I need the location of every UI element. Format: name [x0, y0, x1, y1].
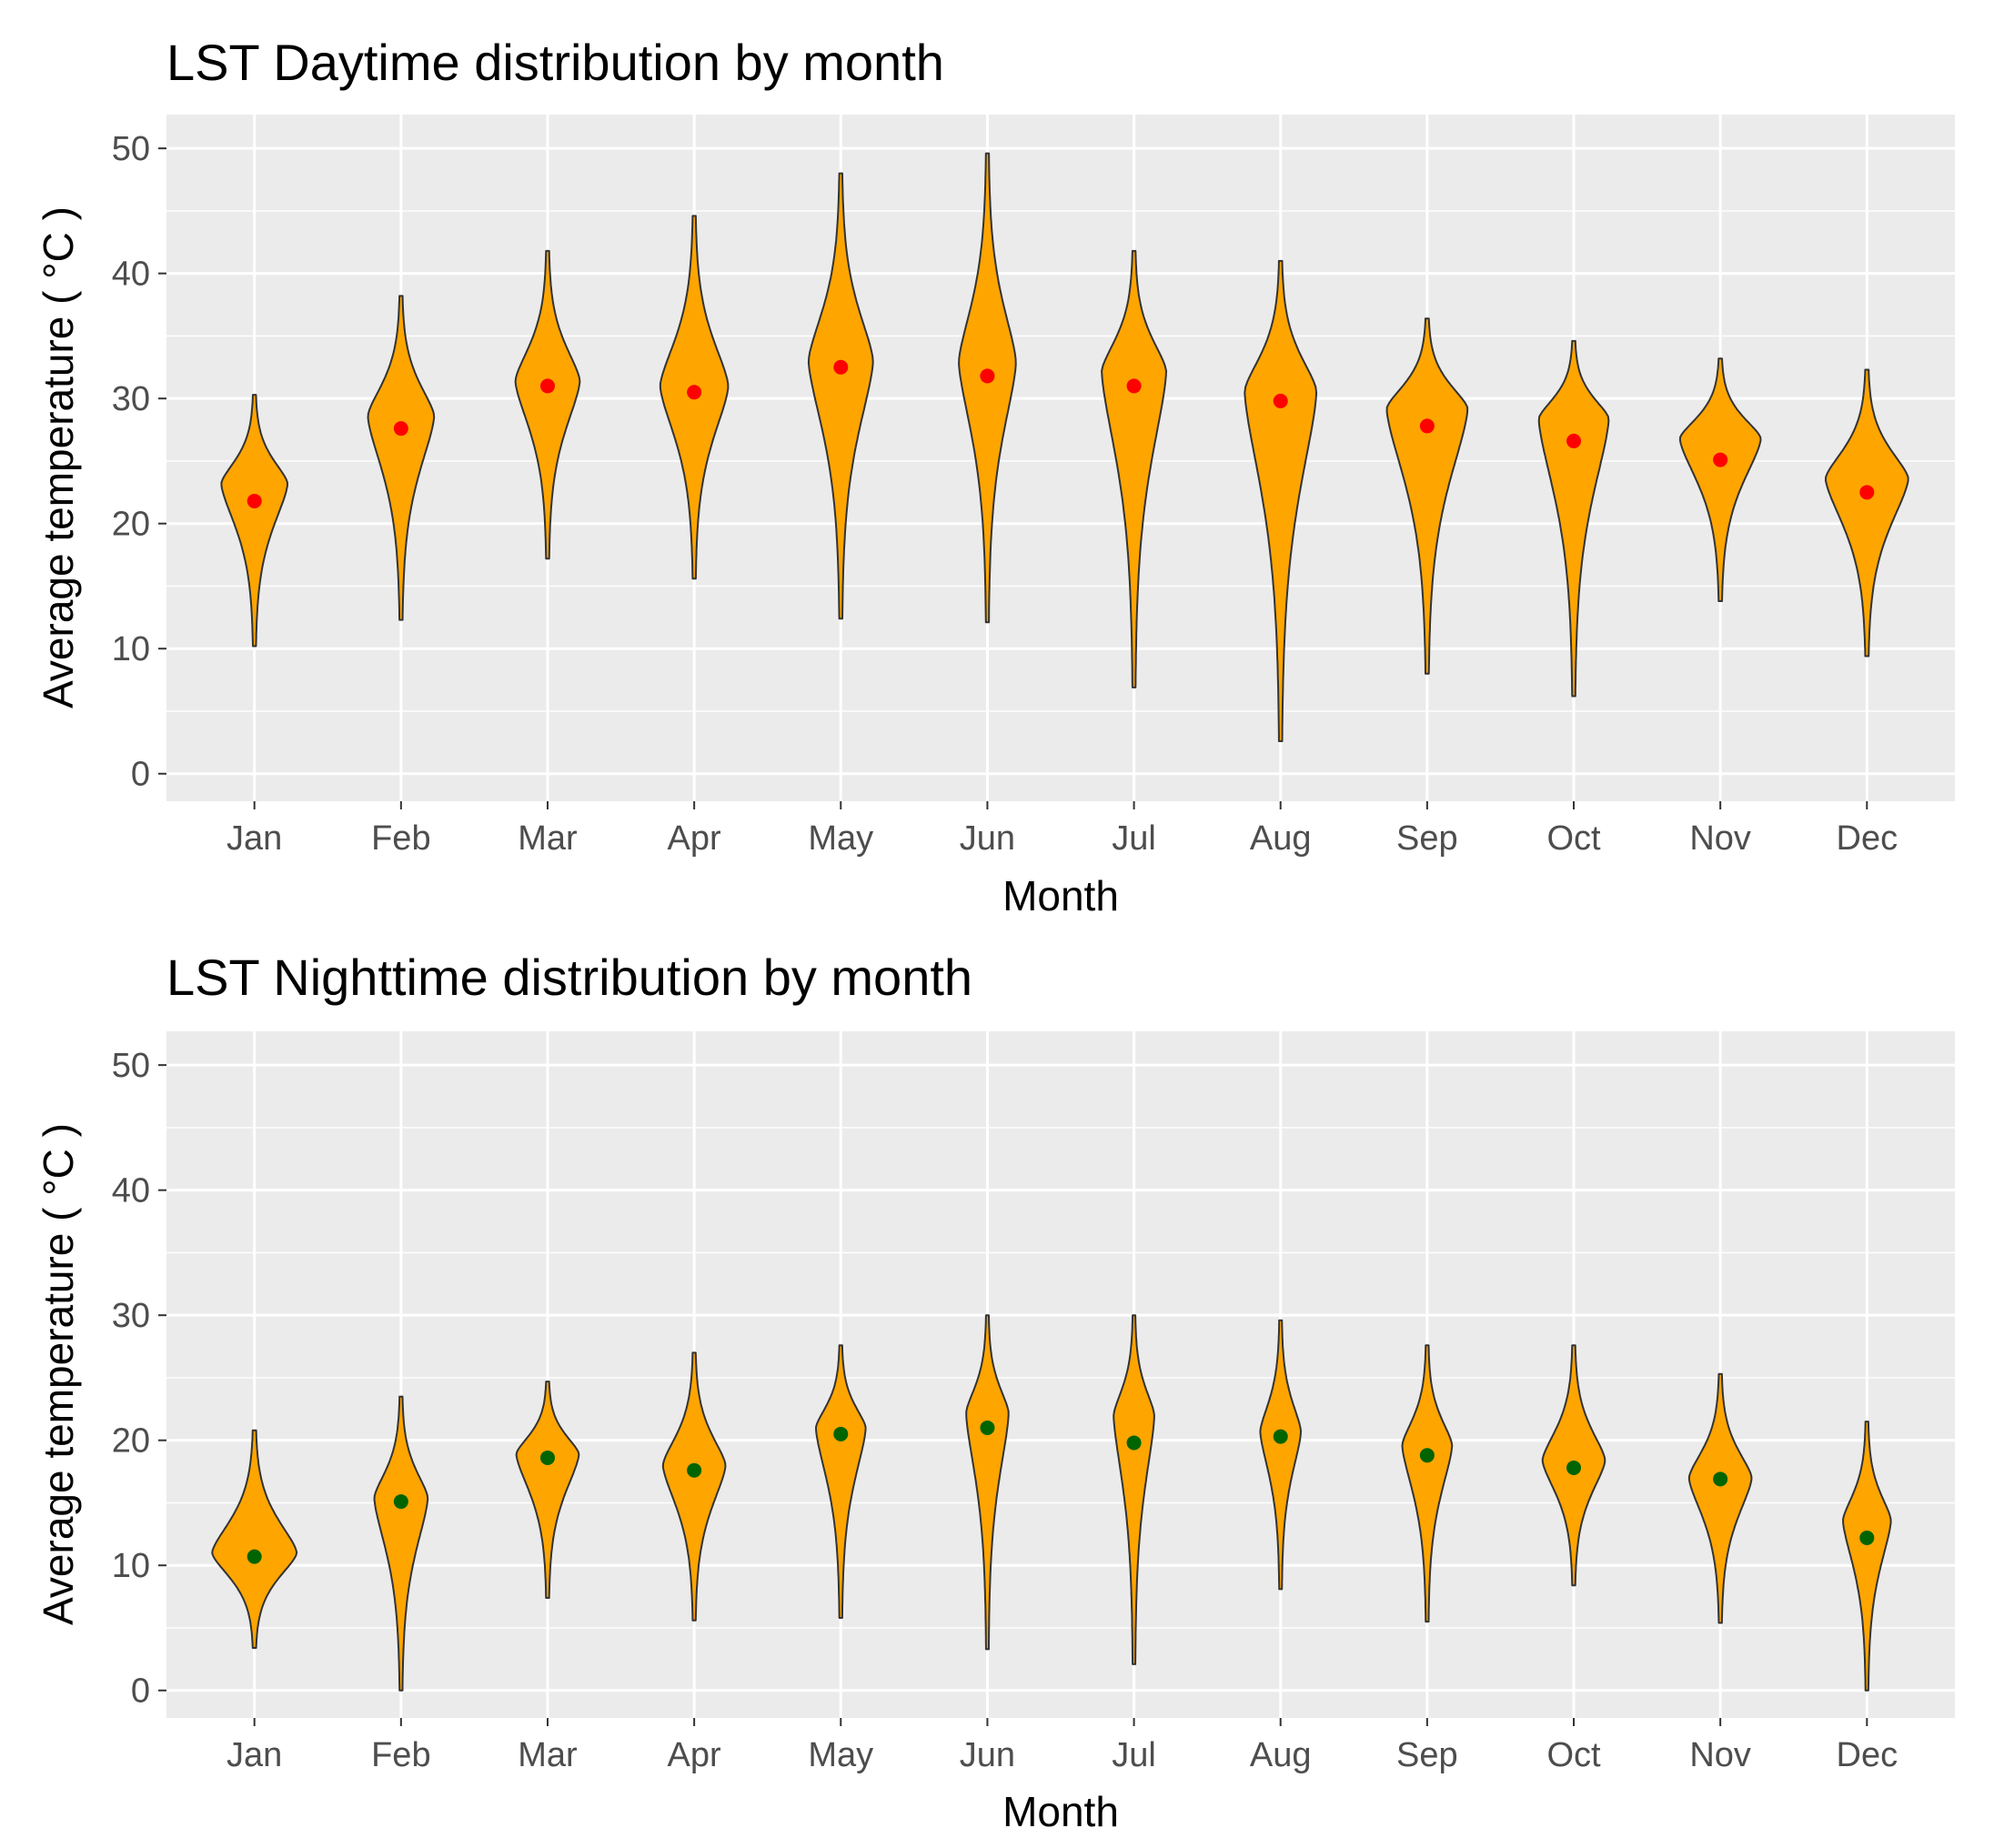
mean-point-jan: [247, 493, 262, 508]
violin-dec: [1842, 1421, 1892, 1692]
x-tick-label: Aug: [1250, 1736, 1312, 1774]
mean-point-feb: [393, 421, 408, 437]
mean-point-apr: [687, 1462, 702, 1478]
mean-point-mar: [539, 1450, 555, 1465]
violin-sep: [1401, 1344, 1454, 1623]
y-tick-label: 30: [112, 380, 150, 418]
daytime-plot-panel: [166, 115, 1955, 801]
daytime-violins: [220, 152, 1909, 742]
y-tick-label: 20: [112, 1422, 150, 1461]
x-tick-label: Sep: [1396, 819, 1458, 858]
violin-jun: [958, 152, 1017, 624]
x-tick-label: Dec: [1837, 819, 1898, 858]
mean-point-nov: [1713, 452, 1728, 467]
nighttime-y-axis-label: Average temperature ( °C ): [35, 1123, 82, 1625]
y-tick-label: 40: [112, 1172, 150, 1210]
y-tick-label: 10: [112, 1547, 150, 1585]
y-tick-label: 50: [112, 130, 150, 168]
x-tick-label: May: [808, 819, 873, 858]
mean-point-may: [833, 1426, 849, 1441]
x-tick-label: Feb: [371, 1736, 430, 1774]
mean-point-aug: [1273, 393, 1288, 408]
violin-apr: [661, 1351, 727, 1622]
x-tick-label: Jan: [227, 1736, 282, 1774]
mean-point-jun: [980, 1420, 995, 1435]
mean-point-mar: [539, 378, 555, 394]
daytime-chart-title: LST Daytime distribution by month: [166, 34, 944, 91]
mean-point-oct: [1566, 433, 1582, 448]
y-tick-label: 10: [112, 630, 150, 668]
x-tick-label: Feb: [371, 819, 430, 858]
violin-jun: [965, 1314, 1010, 1651]
mean-point-feb: [393, 1494, 408, 1510]
daytime-x-axis-label: Month: [1002, 872, 1119, 919]
mean-point-sep: [1419, 1448, 1435, 1463]
violin-aug: [1244, 259, 1318, 742]
x-tick-label: Apr: [668, 819, 721, 858]
mean-point-apr: [687, 385, 702, 400]
mean-point-dec: [1859, 485, 1875, 500]
y-tick-label: 50: [112, 1047, 150, 1085]
violin-jan: [211, 1429, 298, 1649]
x-tick-label: Mar: [518, 1736, 578, 1774]
daytime-y-axis-label: Average temperature ( °C ): [35, 206, 82, 708]
y-tick-label: 40: [112, 256, 150, 294]
violin-dec: [1825, 368, 1909, 658]
x-tick-label: Jul: [1112, 1736, 1156, 1774]
mean-point-jan: [247, 1549, 262, 1564]
mean-point-oct: [1566, 1460, 1582, 1475]
violin-mar: [515, 1381, 580, 1599]
violin-jul: [1113, 1314, 1155, 1665]
nighttime-chart: LST Nighttime distribution by month 0 10 2…: [35, 949, 1955, 1835]
x-tick-label: Jul: [1112, 819, 1156, 858]
x-tick-label: Nov: [1689, 1736, 1751, 1774]
y-tick-label: 0: [131, 756, 150, 794]
nighttime-violins: [211, 1314, 1892, 1692]
mean-point-aug: [1273, 1429, 1288, 1444]
violin-aug: [1259, 1319, 1303, 1591]
nighttime-tick-labels: 0 10 20 30 40 50 Jan Feb Mar Apr May Jun Jul Aug Sep Oc…: [112, 1047, 1898, 1774]
daytime-chart: LST Daytime distribution by month 0 10 20 3…: [35, 34, 1955, 919]
y-tick-label: 20: [112, 506, 150, 544]
nighttime-chart-title: LST Nighttime distribution by month: [166, 949, 972, 1006]
mean-point-may: [833, 359, 849, 375]
violin-feb: [373, 1395, 429, 1692]
mean-point-jul: [1126, 1435, 1142, 1451]
violin-may: [815, 1344, 867, 1619]
mean-point-nov: [1713, 1471, 1728, 1487]
nighttime-x-axis-label: Month: [1002, 1788, 1119, 1835]
violin-nov: [1687, 1372, 1753, 1624]
x-tick-label: Oct: [1546, 1736, 1601, 1774]
mean-point-jun: [980, 368, 995, 384]
violin-jan: [220, 394, 288, 648]
violin-may: [807, 172, 874, 620]
y-tick-label: 30: [112, 1297, 150, 1335]
mean-point-sep: [1419, 418, 1435, 434]
x-tick-label: Aug: [1250, 819, 1312, 858]
violin-jul: [1101, 249, 1167, 688]
x-tick-label: May: [808, 1736, 873, 1774]
x-tick-label: Dec: [1837, 1736, 1898, 1774]
nighttime-plot-panel: [166, 1031, 1955, 1718]
x-tick-label: Apr: [668, 1736, 721, 1774]
x-tick-label: Oct: [1546, 819, 1601, 858]
daytime-tick-labels: 0 10 20 30 40 50 Jan Feb Mar Apr May Jun Jul Aug Sep Oc…: [112, 130, 1898, 858]
x-tick-label: Sep: [1396, 1736, 1458, 1774]
violin-nov: [1678, 357, 1762, 602]
violin-oct: [1537, 339, 1610, 698]
y-tick-label: 0: [131, 1672, 150, 1711]
x-tick-label: Jan: [227, 819, 282, 858]
x-tick-label: Mar: [518, 819, 578, 858]
violin-sep: [1385, 317, 1469, 675]
x-tick-label: Jun: [960, 1736, 1015, 1774]
x-tick-label: Nov: [1689, 819, 1751, 858]
violin-mar: [514, 249, 581, 560]
mean-point-jul: [1126, 378, 1142, 394]
x-tick-label: Jun: [960, 819, 1015, 858]
mean-point-dec: [1859, 1530, 1875, 1545]
violin-feb: [367, 295, 436, 621]
